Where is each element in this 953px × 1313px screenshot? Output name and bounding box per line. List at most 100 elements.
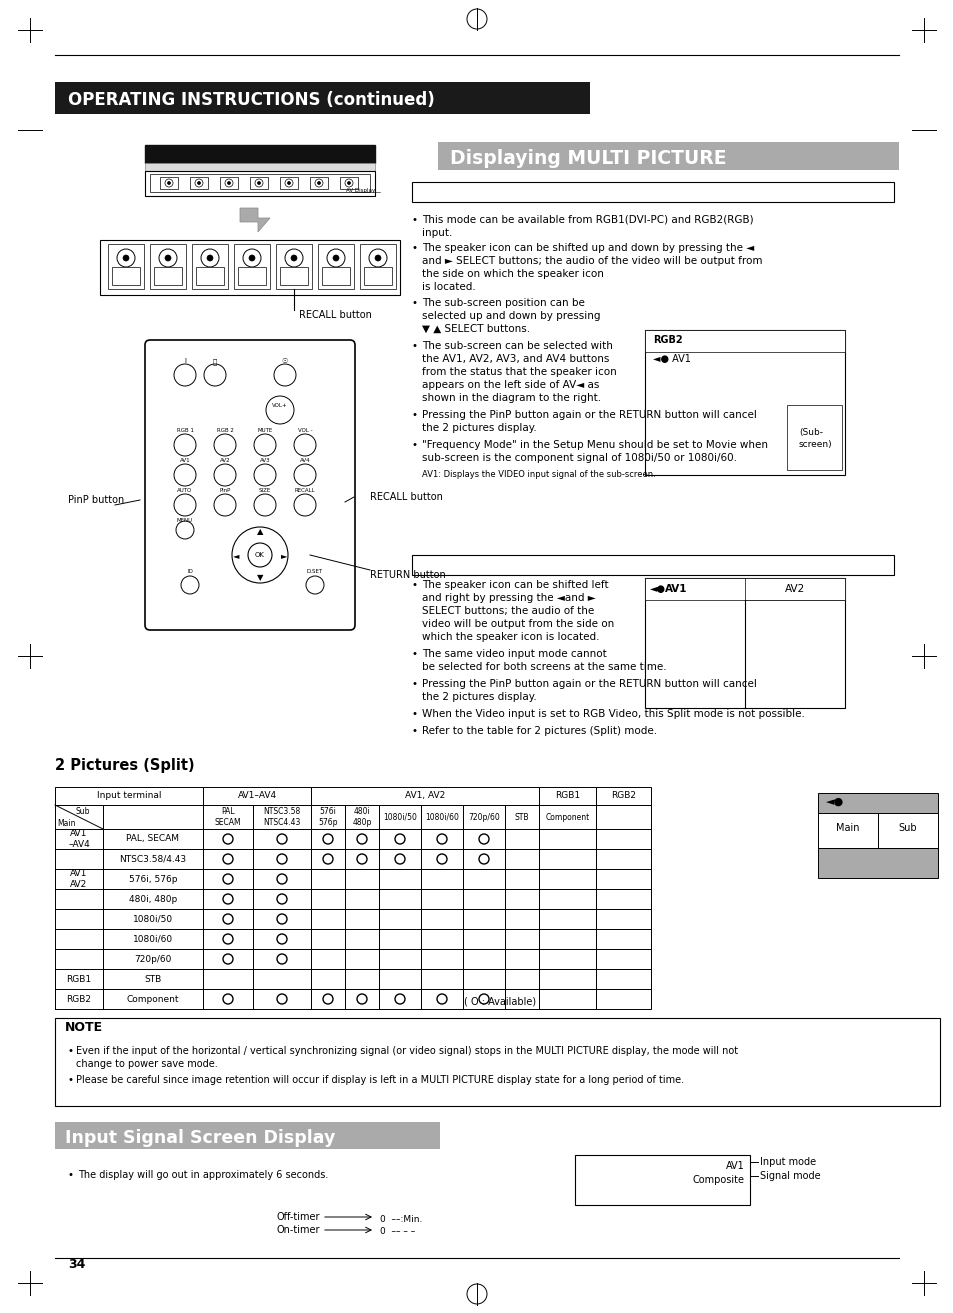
Bar <box>504 969 538 989</box>
Bar <box>55 909 103 930</box>
Text: •: • <box>68 1075 74 1085</box>
Bar <box>596 786 650 805</box>
Bar <box>203 805 253 829</box>
Bar <box>322 267 350 285</box>
Bar <box>538 949 596 969</box>
Text: The sub-screen position can be: The sub-screen position can be <box>421 298 584 309</box>
Bar <box>253 989 311 1008</box>
Bar <box>375 1211 495 1245</box>
Bar <box>378 889 420 909</box>
Bar <box>192 244 228 289</box>
Bar <box>253 949 311 969</box>
Circle shape <box>291 255 296 261</box>
Bar <box>345 850 378 869</box>
Bar <box>203 786 311 805</box>
Bar <box>311 889 345 909</box>
Circle shape <box>333 255 338 261</box>
Text: Component: Component <box>545 813 589 822</box>
Text: The sub-screen can be selected with: The sub-screen can be selected with <box>421 341 612 351</box>
Text: AV1, AV2: AV1, AV2 <box>404 792 445 801</box>
Bar <box>504 949 538 969</box>
Bar <box>145 171 375 196</box>
Bar <box>55 989 103 1008</box>
Text: the 2 pictures display.: the 2 pictures display. <box>421 423 537 433</box>
Circle shape <box>173 463 195 486</box>
Text: RECALL button: RECALL button <box>298 310 372 320</box>
Bar <box>817 848 937 878</box>
Text: ◄●: ◄● <box>649 584 665 593</box>
Bar <box>233 244 270 289</box>
Bar <box>596 829 650 850</box>
Text: NTSC3.58
NTSC4.43: NTSC3.58 NTSC4.43 <box>263 807 300 827</box>
Text: 1080i/60: 1080i/60 <box>132 935 172 944</box>
Bar <box>644 578 844 708</box>
Text: 1080i/50: 1080i/50 <box>383 813 416 822</box>
Bar <box>237 267 266 285</box>
Bar <box>55 81 589 114</box>
Bar <box>538 930 596 949</box>
Text: 720p/60: 720p/60 <box>134 955 172 964</box>
Circle shape <box>345 179 353 186</box>
Text: Composite: Composite <box>692 1175 744 1186</box>
Text: RGB2: RGB2 <box>67 994 91 1003</box>
Bar <box>817 813 877 848</box>
Text: •: • <box>412 709 417 720</box>
Text: Pressing the PinP button again or the RETURN button will cancel: Pressing the PinP button again or the RE… <box>421 410 756 420</box>
Bar <box>538 829 596 850</box>
Bar <box>203 850 253 869</box>
Circle shape <box>257 181 260 185</box>
Text: from the status that the speaker icon: from the status that the speaker icon <box>421 368 616 377</box>
Text: Please be careful since image retention will occur if display is left in a MULTI: Please be careful since image retention … <box>76 1075 683 1085</box>
Circle shape <box>227 181 231 185</box>
Text: 480i, 480p: 480i, 480p <box>129 894 177 903</box>
Bar <box>311 869 345 889</box>
Bar <box>378 869 420 889</box>
Text: the AV1, AV2, AV3, and AV4 buttons: the AV1, AV2, AV3, and AV4 buttons <box>421 355 609 364</box>
Bar <box>596 909 650 930</box>
Text: RECALL: RECALL <box>294 488 315 492</box>
Text: Even if the input of the horizontal / vertical synchronizing signal (or video si: Even if the input of the horizontal / ve… <box>76 1046 738 1056</box>
Bar <box>462 949 504 969</box>
Circle shape <box>306 576 324 593</box>
Bar <box>145 144 375 163</box>
Text: 720p/60: 720p/60 <box>468 813 499 822</box>
Bar <box>311 989 345 1008</box>
Bar <box>462 930 504 949</box>
Bar <box>420 909 462 930</box>
Bar <box>103 930 203 949</box>
Text: NOTE: NOTE <box>65 1022 103 1035</box>
Text: Sub: Sub <box>898 823 917 832</box>
Bar <box>345 869 378 889</box>
Bar <box>596 969 650 989</box>
Circle shape <box>165 179 172 186</box>
Text: NTSC3.58/4.43: NTSC3.58/4.43 <box>119 855 187 864</box>
Bar <box>538 850 596 869</box>
Bar <box>108 244 144 289</box>
Bar <box>311 969 345 989</box>
Bar <box>744 578 844 600</box>
Circle shape <box>213 494 235 516</box>
Bar <box>420 969 462 989</box>
Circle shape <box>285 249 303 267</box>
Text: On-timer: On-timer <box>276 1225 319 1236</box>
Bar <box>253 969 311 989</box>
Bar <box>145 163 375 171</box>
Text: AV4: AV4 <box>299 458 310 463</box>
Text: RGB 1: RGB 1 <box>176 428 193 433</box>
Bar <box>538 869 596 889</box>
Bar <box>55 869 103 889</box>
Bar <box>160 177 178 189</box>
Bar <box>311 949 345 969</box>
Text: Sub: Sub <box>75 806 91 815</box>
Text: video will be output from the side on: video will be output from the side on <box>421 618 614 629</box>
Circle shape <box>173 435 195 456</box>
Text: 1080i/50: 1080i/50 <box>132 914 172 923</box>
Circle shape <box>123 255 129 261</box>
Bar <box>538 909 596 930</box>
Bar <box>345 969 378 989</box>
Bar <box>345 805 378 829</box>
Text: ◄●: ◄● <box>825 797 843 807</box>
Bar <box>310 177 328 189</box>
Text: selected up and down by pressing: selected up and down by pressing <box>421 311 599 320</box>
Bar <box>100 240 399 295</box>
